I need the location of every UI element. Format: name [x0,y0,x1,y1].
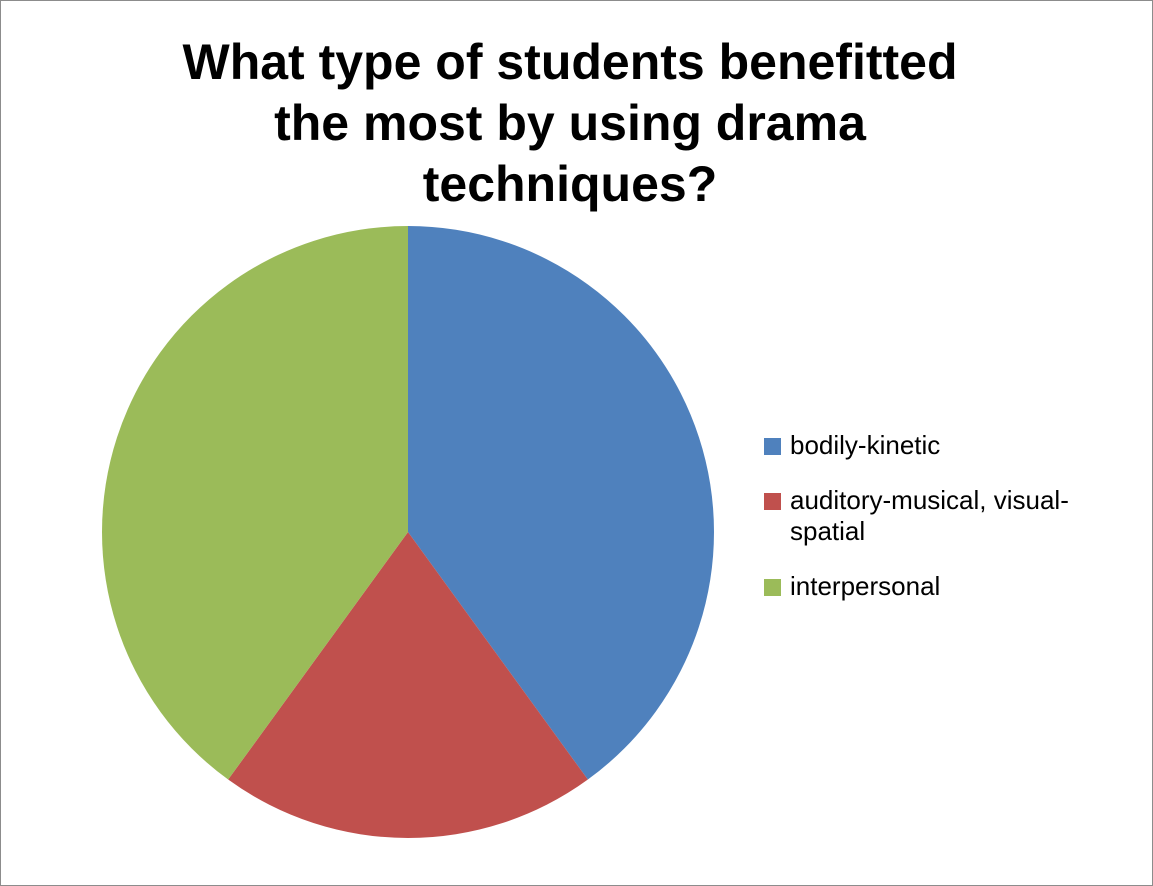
pie-slice-bodily-kinetic [408,226,714,780]
legend-swatch [764,438,781,455]
chart-title-line: the most by using drama [274,95,866,151]
legend: bodily-kinetic auditory-musical, visual-… [764,430,1149,602]
pie-slice-auditory-musical-visual-spatial [228,532,588,838]
legend-label-continued: spatial [790,516,866,546]
legend-item-interpersonal: interpersonal [764,571,1149,602]
legend-label: bodily-kinetic [790,430,941,460]
chart-title-line: techniques? [422,156,718,212]
chart-title: What type of students benefitted the mos… [140,32,1000,215]
chart-title-line: What type of students benefitted [182,34,958,90]
legend-label: auditory-musical, visual- [790,485,1069,515]
legend-item-auditory-musical-visual-spatial: auditory-musical, visual- spatial [764,485,1149,547]
legend-item-bodily-kinetic: bodily-kinetic [764,430,1149,461]
legend-label: interpersonal [790,571,941,601]
pie-slices [102,226,714,838]
legend-swatch [764,493,781,510]
pie-slice-interpersonal [102,226,408,780]
legend-swatch [764,579,781,596]
